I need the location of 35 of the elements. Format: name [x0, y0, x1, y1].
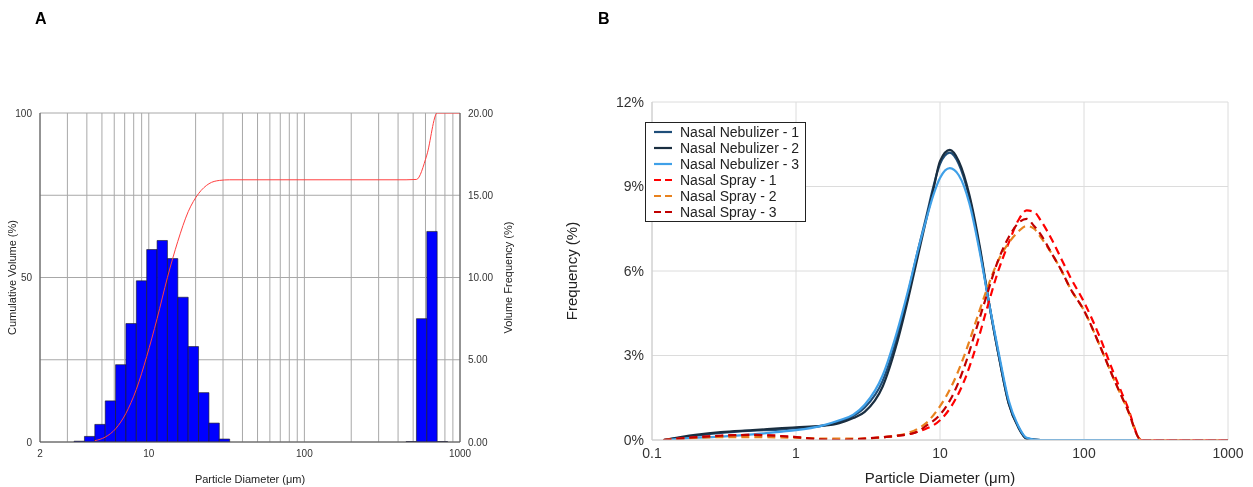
y-tick-label: 12% [615, 93, 644, 110]
y2-tick-label: 5.00 [468, 354, 488, 366]
y-tick-label: 50 [20, 272, 33, 284]
legend-label: Nasal Spray - 1 [680, 172, 777, 188]
x-tick-label: 10 [932, 444, 948, 461]
chart-title: A [35, 10, 47, 28]
y2-tick-label: 15.00 [468, 189, 494, 201]
x-tick-label: 1 [792, 444, 801, 461]
x-tick-label: 100 [296, 448, 314, 460]
y-tick-label: 0% [623, 431, 644, 448]
y2-axis-title: Volume Frequency (%) [501, 221, 514, 334]
legend-label: Nasal Nebulizer - 3 [680, 156, 800, 172]
y2-tick-label: 0.00 [468, 436, 488, 448]
y-tick-label: 9% [623, 178, 644, 195]
x-tick-label: 10 [143, 448, 155, 460]
legend-label: Nasal Spray - 3 [680, 204, 777, 220]
legend-label: Nasal Spray - 2 [680, 188, 777, 204]
y-axis-title: Cumulative Volume (%) [5, 220, 18, 335]
chart-title: B [598, 10, 610, 28]
legend-label: Nasal Nebulizer - 2 [680, 140, 800, 156]
x-tick-label: 0.1 [642, 444, 662, 461]
x-axis-title: Particle Diameter (μm) [194, 473, 306, 485]
x-tick-label: 1000 [448, 448, 472, 460]
x-axis-title: Particle Diameter (μm) [864, 469, 1016, 486]
y2-tick-label: 20.00 [468, 107, 494, 119]
y-tick-label: 0 [26, 436, 33, 448]
legend-label: Nasal Nebulizer - 1 [680, 124, 800, 140]
x-tick-label: 100 [1072, 444, 1096, 461]
x-tick-label: 2 [37, 448, 44, 460]
y2-tick-label: 10.00 [468, 272, 494, 284]
y-tick-label: 6% [623, 262, 644, 279]
y-axis-title: Frequency (%) [563, 221, 581, 321]
x-tick-label: 1000 [1212, 444, 1244, 461]
y-tick-label: 100 [15, 107, 33, 119]
y-tick-label: 3% [623, 347, 644, 364]
